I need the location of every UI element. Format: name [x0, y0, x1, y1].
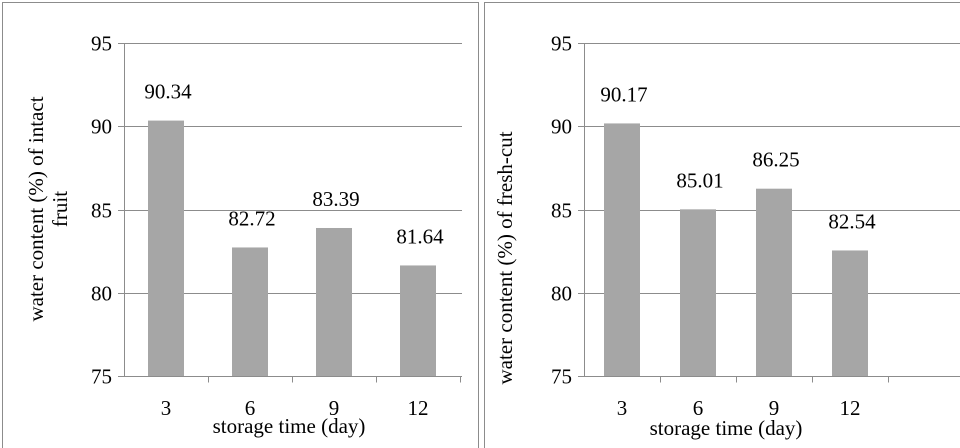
y-axis-title-line: water content (%) of intact — [24, 96, 48, 321]
y-tick-label: 90 — [551, 115, 572, 139]
chart-frame — [484, 2, 960, 448]
x-axis-title: storage time (day) — [650, 416, 803, 440]
x-tick-label: 12 — [408, 396, 429, 420]
bar-day-9 — [756, 188, 792, 376]
x-tick-label: 12 — [840, 396, 861, 420]
y-axis-title: water content (%) of intactfruit — [24, 96, 72, 321]
y-tick-label: 95 — [91, 32, 112, 56]
y-tick-label: 75 — [91, 365, 112, 389]
y-tick-label: 80 — [91, 282, 112, 306]
y-axis-title: water content (%) of fresh-cut — [493, 131, 517, 384]
x-tick-label: 3 — [161, 396, 172, 420]
data-label: 82.72 — [228, 206, 275, 230]
y-tick-label: 95 — [551, 32, 572, 56]
y-axis-title-line: water content (%) of fresh-cut — [493, 131, 517, 384]
bar-day-6 — [680, 209, 716, 376]
y-tick-label: 75 — [551, 365, 572, 389]
bar-day-3 — [604, 123, 640, 377]
data-label: 90.34 — [144, 80, 192, 104]
bar-day-3 — [148, 120, 184, 377]
y-tick-label: 90 — [91, 115, 112, 139]
x-tick-label: 3 — [617, 396, 628, 420]
y-axis-title-line: fruit — [48, 191, 72, 227]
y-tick-label: 85 — [551, 199, 572, 223]
data-label: 90.17 — [600, 82, 647, 106]
bar-day-12 — [832, 250, 868, 376]
intact-fruit-chart: 75 80 85 90 95 90.34 3 82.72 6 83.39 9 81.64 12 stora… — [2, 2, 479, 448]
bar-day-6 — [232, 247, 268, 376]
data-label: 81.64 — [396, 224, 444, 248]
data-label: 85.01 — [676, 168, 723, 192]
data-label: 86.25 — [752, 148, 799, 172]
x-tick-label: 9 — [329, 396, 340, 420]
y-tick-label: 85 — [91, 199, 112, 223]
x-tick-label: 6 — [245, 396, 256, 420]
x-tick-label: 9 — [769, 396, 780, 420]
y-tick-label: 80 — [551, 282, 572, 306]
x-tick-label: 6 — [693, 396, 704, 420]
bar-day-12 — [400, 265, 436, 376]
data-label: 83.39 — [312, 187, 359, 211]
bar-day-9 — [316, 227, 352, 376]
x-axis-title: storage time (day) — [213, 414, 366, 438]
fresh-cut-chart: 75 80 85 90 95 90.17 3 85.01 6 86.25 9 82.54 12 stora… — [484, 2, 960, 448]
data-label: 82.54 — [828, 209, 876, 233]
